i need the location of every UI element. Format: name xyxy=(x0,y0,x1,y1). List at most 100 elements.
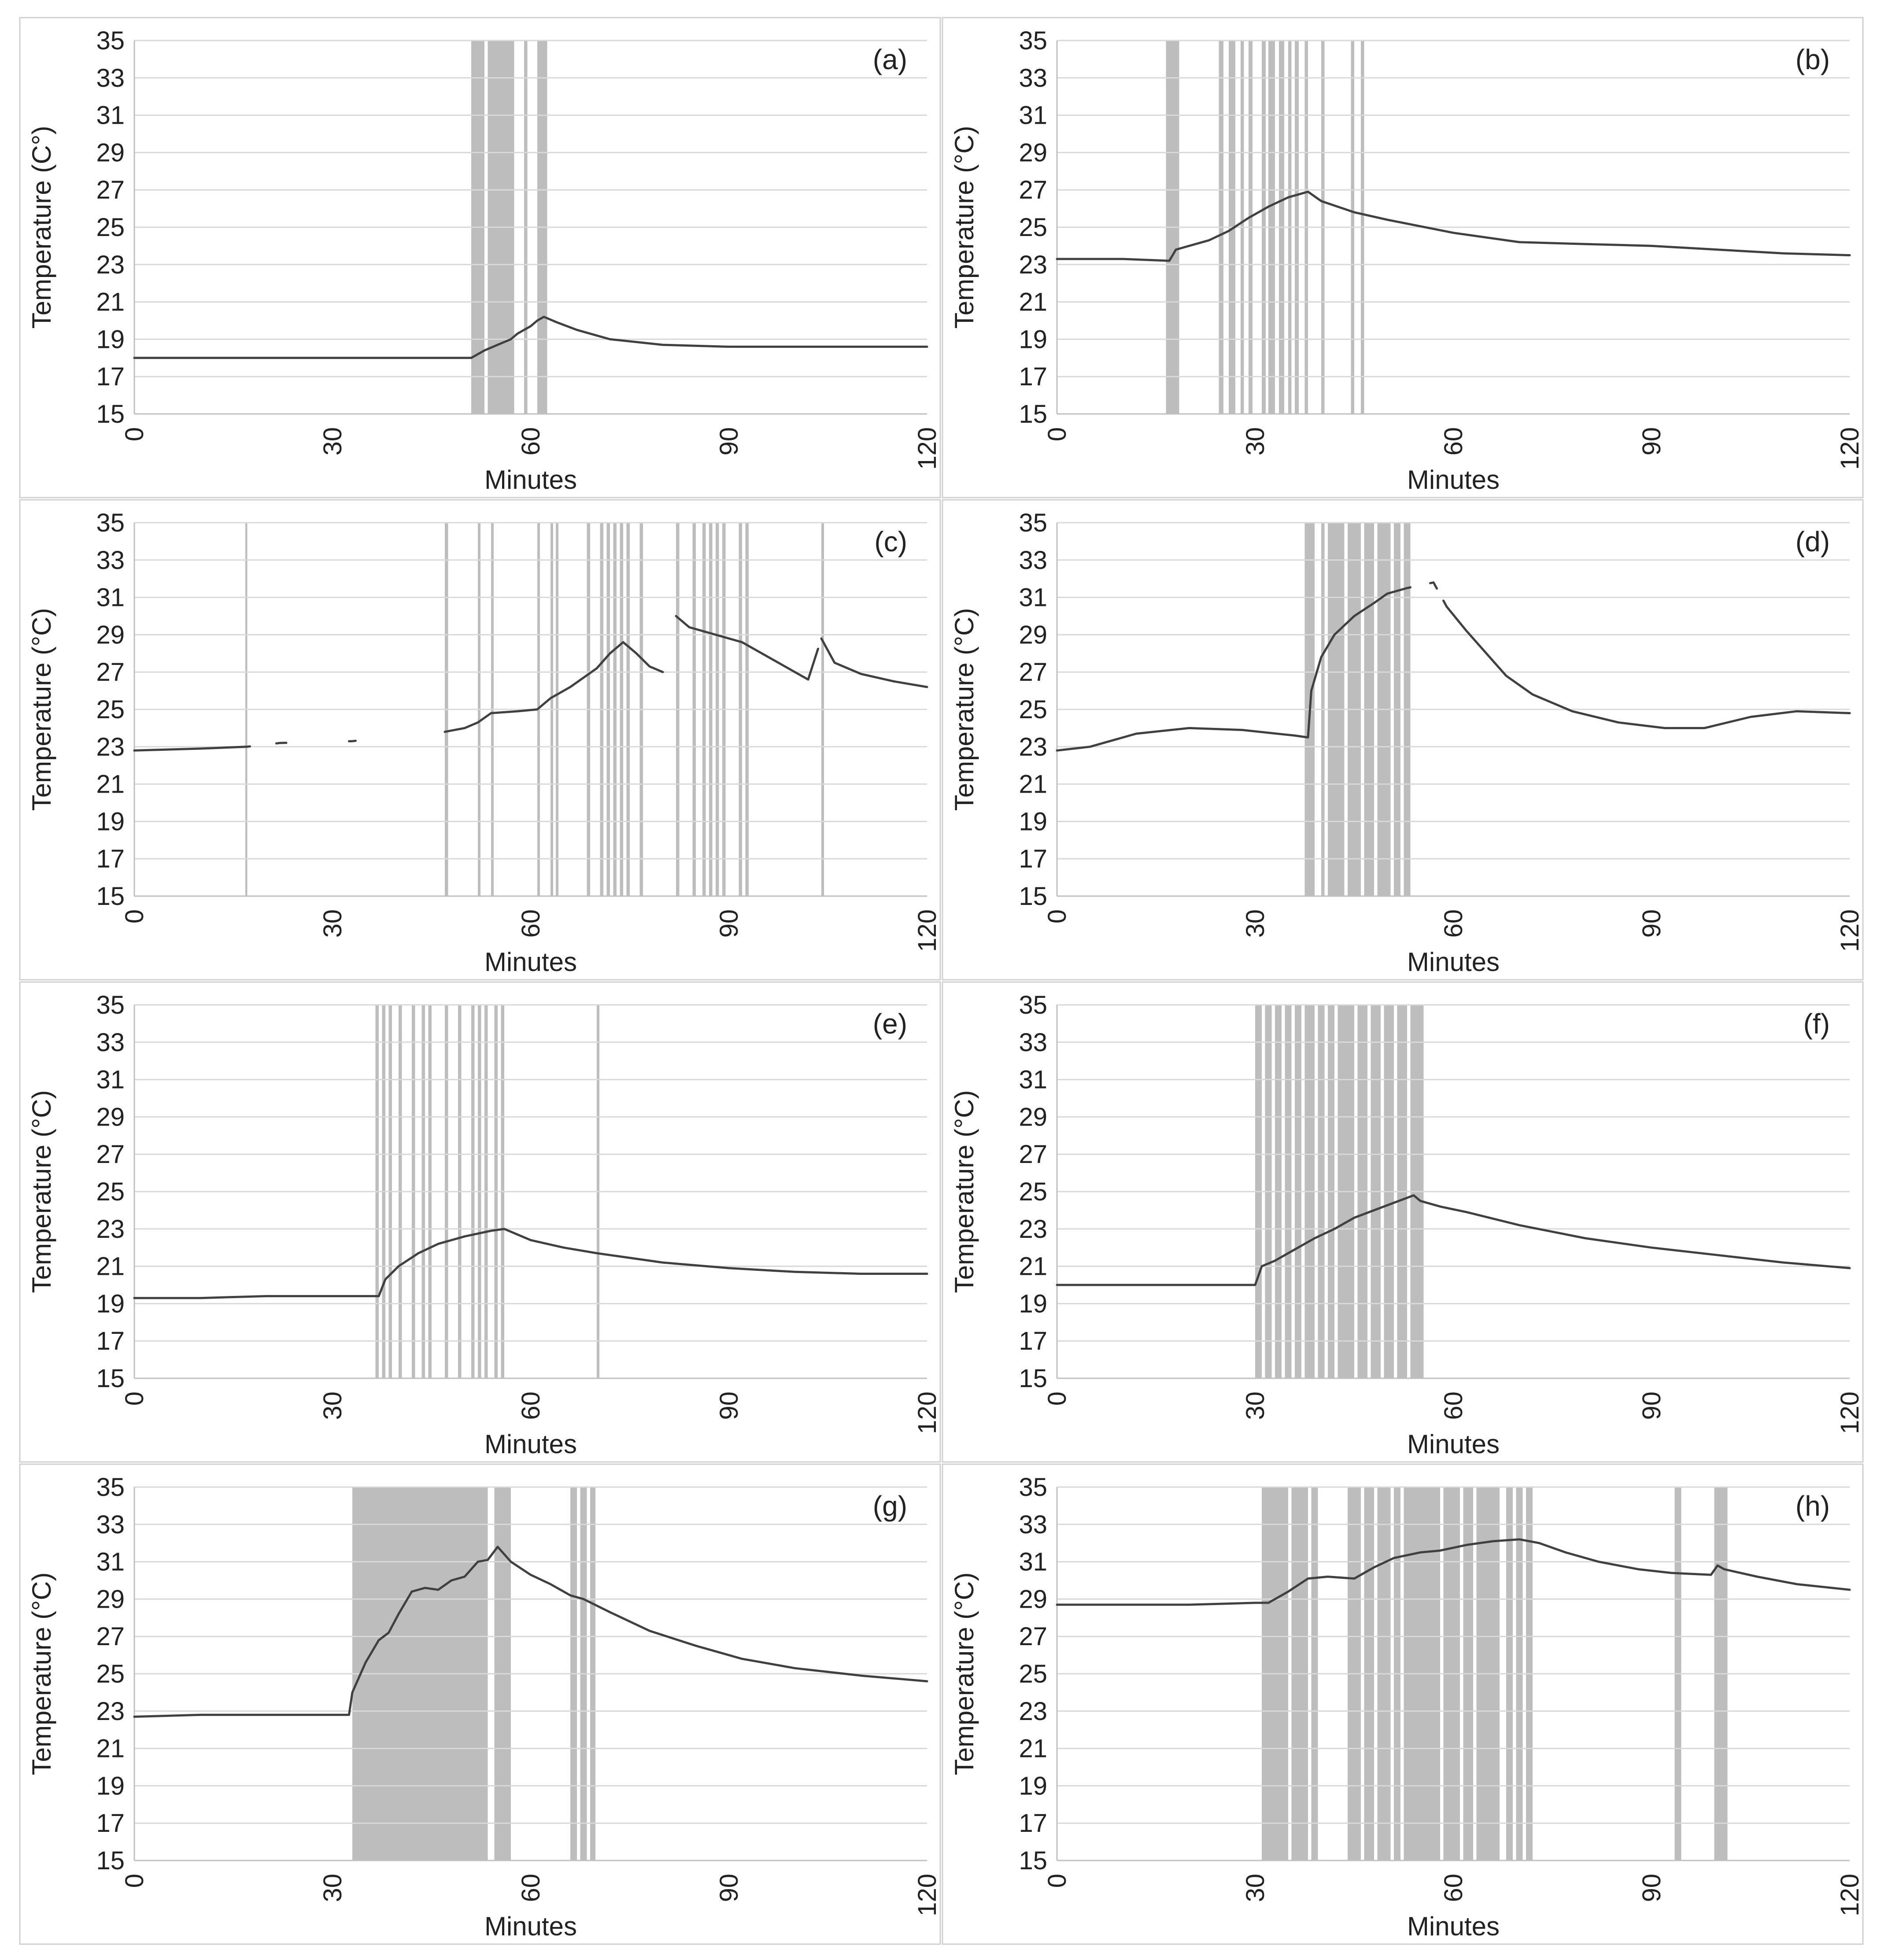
panel-frame xyxy=(942,981,1864,1463)
panel-label: (g) xyxy=(873,1490,907,1522)
y-tick-label: 19 xyxy=(1019,1289,1047,1318)
panel-d: 15 17 19 21 23 25 27 29 31 33 35 0 30 60 90 120 Minutes T… xyxy=(942,499,1864,981)
x-tick-label: 120 xyxy=(913,1392,942,1434)
y-tick-label: 25 xyxy=(96,213,125,242)
panel-b: 15 17 19 21 23 25 27 29 31 33 35 0 30 60 90 120 Minutes T… xyxy=(942,17,1864,498)
x-tick-label: 0 xyxy=(120,427,149,441)
x-tick-label: 60 xyxy=(517,909,545,938)
y-tick-label: 23 xyxy=(96,251,125,279)
y-axis-label: Temperature (C°) xyxy=(27,126,56,329)
y-tick-label: 27 xyxy=(1019,1622,1047,1651)
y-tick-label: 33 xyxy=(1019,546,1047,575)
y-tick-label: 35 xyxy=(1019,1473,1047,1502)
y-tick-label: 15 xyxy=(96,882,125,911)
x-tick-label: 120 xyxy=(1836,427,1864,470)
y-tick-label: 27 xyxy=(1019,176,1047,204)
y-tick-label: 19 xyxy=(96,1289,125,1318)
y-tick-label: 35 xyxy=(96,26,125,55)
series-line-segment xyxy=(1056,1194,1851,1286)
x-tick-label: 60 xyxy=(1439,1392,1468,1420)
y-tick-label: 29 xyxy=(1019,1585,1047,1613)
x-tick-label: 60 xyxy=(1439,1874,1468,1902)
y-tick-label: 15 xyxy=(1019,1364,1047,1393)
y-tick-label: 19 xyxy=(96,807,125,836)
y-tick-label: 29 xyxy=(1019,620,1047,649)
y-tick-label: 35 xyxy=(96,509,125,537)
y-tick-label: 25 xyxy=(1019,1177,1047,1206)
x-tick-label: 30 xyxy=(1241,427,1270,456)
y-axis-label: Temperature (°C) xyxy=(27,608,56,811)
series-line-segment xyxy=(133,316,928,359)
x-tick-label: 60 xyxy=(517,1392,545,1420)
series-line-segment xyxy=(443,641,664,733)
y-tick-label: 21 xyxy=(1019,288,1047,317)
series-line-segment xyxy=(1056,1538,1851,1606)
y-tick-label: 21 xyxy=(1019,1735,1047,1763)
panel-label: (b) xyxy=(1796,44,1830,75)
x-tick-label: 120 xyxy=(913,909,942,952)
x-tick-label: 90 xyxy=(715,1392,743,1420)
y-tick-label: 25 xyxy=(1019,1660,1047,1688)
x-tick-label: 120 xyxy=(1836,1874,1864,1916)
panel-g: 15 17 19 21 23 25 27 29 31 33 35 0 30 60 90 120 Minutes T… xyxy=(19,1463,942,1945)
y-tick-label: 19 xyxy=(1019,325,1047,354)
y-tick-label: 17 xyxy=(96,1327,125,1355)
y-tick-label: 23 xyxy=(96,1697,125,1726)
x-tick-label: 60 xyxy=(517,1874,545,1902)
y-axis-label: Temperature (°C) xyxy=(950,1572,979,1775)
y-tick-label: 21 xyxy=(96,770,125,799)
x-axis-label: Minutes xyxy=(484,1429,577,1459)
y-tick-label: 29 xyxy=(96,620,125,649)
panel-e: 15 17 19 21 23 25 27 29 31 33 35 0 30 60 90 120 Minutes T… xyxy=(19,981,942,1463)
y-tick-label: 21 xyxy=(1019,770,1047,799)
y-axis-label: Temperature (°C) xyxy=(950,608,979,811)
series-line-segment xyxy=(1429,581,1438,590)
panel-frame xyxy=(19,17,941,498)
panel-frame xyxy=(942,17,1864,498)
x-tick-label: 0 xyxy=(120,909,149,923)
x-tick-label: 90 xyxy=(1637,1392,1666,1420)
x-tick-label: 120 xyxy=(913,427,942,470)
x-tick-label: 60 xyxy=(517,427,545,456)
panel-label: (e) xyxy=(873,1008,907,1040)
y-axis-label: Temperature (°C) xyxy=(27,1572,56,1775)
panel-label: (c) xyxy=(874,526,907,557)
x-tick-label: 120 xyxy=(913,1874,942,1916)
y-tick-label: 23 xyxy=(1019,1697,1047,1726)
y-tick-label: 17 xyxy=(96,362,125,391)
y-tick-label: 19 xyxy=(96,325,125,354)
panel-frame xyxy=(19,981,941,1463)
y-tick-label: 17 xyxy=(96,845,125,873)
y-tick-label: 15 xyxy=(96,400,125,428)
y-tick-label: 27 xyxy=(96,176,125,204)
panel-c: 15 17 19 21 23 25 27 29 31 33 35 0 30 60 90 120 Minutes T… xyxy=(19,499,942,981)
y-tick-label: 23 xyxy=(1019,733,1047,761)
y-tick-label: 33 xyxy=(96,1028,125,1057)
y-tick-label: 29 xyxy=(96,138,125,167)
series-line-segment xyxy=(820,637,928,688)
panel-label: (d) xyxy=(1796,526,1830,557)
y-tick-label: 25 xyxy=(1019,213,1047,242)
panel-label: (h) xyxy=(1796,1490,1830,1522)
panel-f: 15 17 19 21 23 25 27 29 31 33 35 0 30 60 90 120 Minutes T… xyxy=(942,981,1864,1463)
y-tick-label: 33 xyxy=(96,1510,125,1539)
y-tick-label: 15 xyxy=(96,1364,125,1393)
y-tick-label: 17 xyxy=(96,1809,125,1838)
y-tick-label: 35 xyxy=(1019,991,1047,1019)
y-tick-label: 23 xyxy=(96,733,125,761)
y-tick-label: 25 xyxy=(96,695,125,724)
y-tick-label: 35 xyxy=(96,991,125,1019)
series-line-segment xyxy=(675,615,819,681)
series-line-segment xyxy=(1442,599,1851,729)
y-tick-label: 27 xyxy=(96,658,125,687)
x-axis-label: Minutes xyxy=(484,1912,577,1941)
y-tick-label: 19 xyxy=(96,1772,125,1800)
y-tick-label: 31 xyxy=(96,583,125,612)
x-tick-label: 0 xyxy=(1043,427,1072,441)
y-tick-label: 31 xyxy=(96,101,125,130)
y-tick-label: 21 xyxy=(96,1735,125,1763)
y-tick-label: 31 xyxy=(1019,1066,1047,1094)
panel-h: 15 17 19 21 23 25 27 29 31 33 35 0 30 60 90 120 Minutes T… xyxy=(942,1463,1864,1945)
